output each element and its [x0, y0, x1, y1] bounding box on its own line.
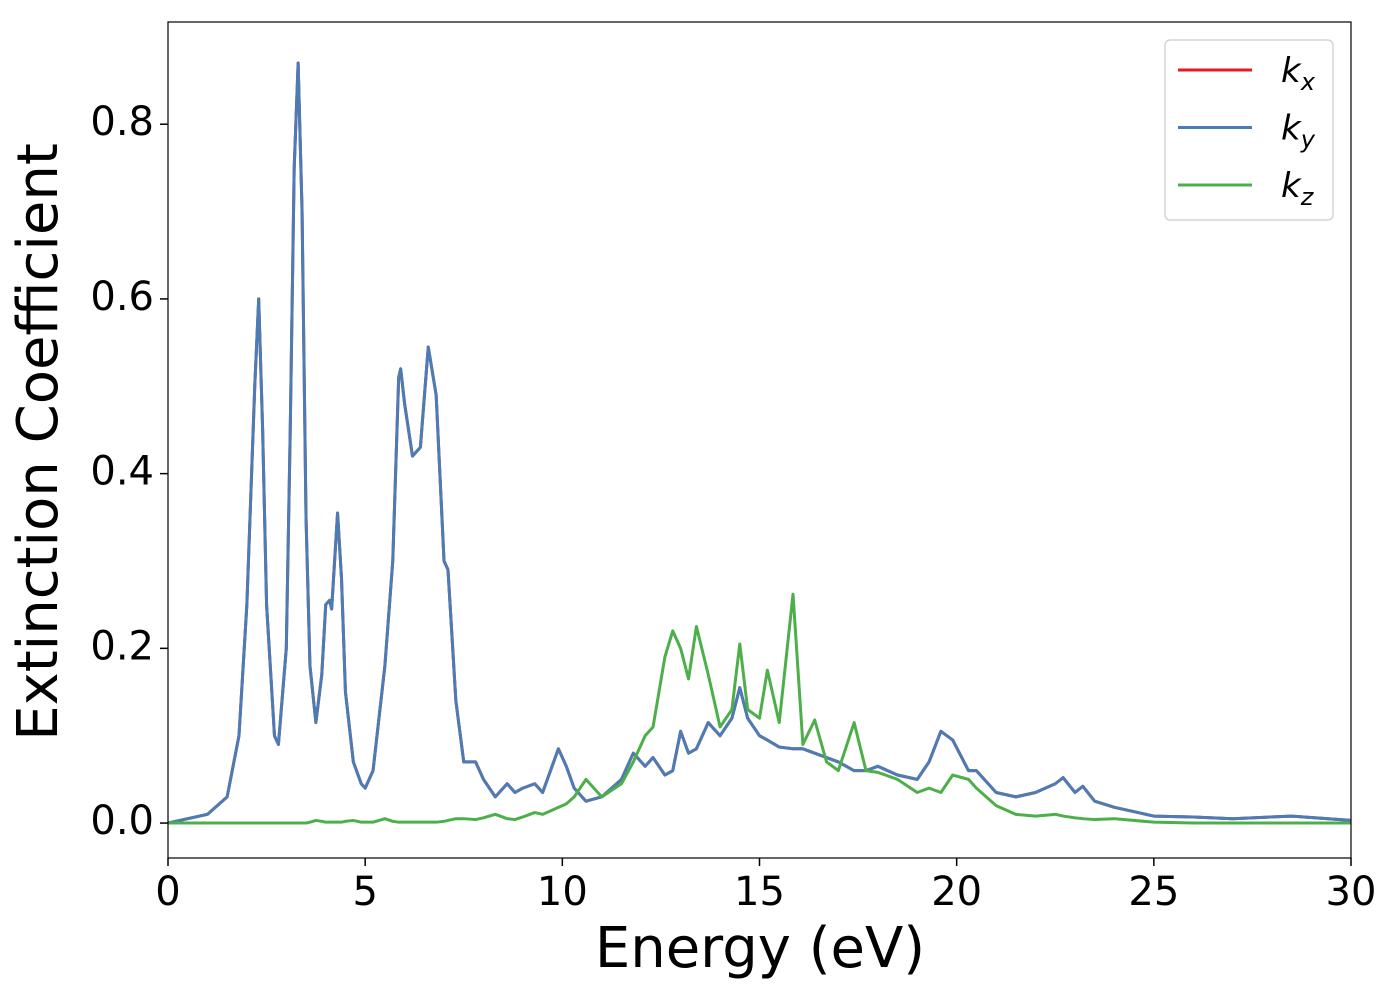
x-axis-label: Energy (eV): [595, 916, 925, 981]
series-line: [168, 61, 1351, 825]
x-tick-label: 0: [155, 869, 180, 915]
plot-frame: [167, 21, 1352, 859]
legend-label: kz: [1281, 166, 1315, 211]
legend-label: kx: [1281, 51, 1316, 96]
y-tick-label: 0.2: [90, 623, 154, 669]
y-tick-label: 0.4: [90, 449, 154, 495]
y-tick-label: 0.8: [90, 99, 154, 145]
legend-box: [1164, 39, 1334, 221]
y-axis-label: Extinction Coefficient: [6, 143, 71, 741]
x-tick-label: 5: [352, 869, 377, 915]
y-tick-label: 0.0: [90, 798, 154, 844]
x-tick-label: 20: [931, 869, 982, 915]
x-tick-label: 10: [537, 869, 588, 915]
legend-label: ky: [1281, 109, 1316, 154]
x-tick-label: 25: [1128, 869, 1179, 915]
legend: kx ky kz: [1164, 39, 1334, 221]
x-tick-label: 15: [734, 869, 785, 915]
y-tick-label: 0.6: [90, 274, 154, 320]
plot-lines: [168, 61, 1351, 825]
x-tick-label: 30: [1326, 869, 1377, 915]
series-line: [168, 592, 1351, 825]
